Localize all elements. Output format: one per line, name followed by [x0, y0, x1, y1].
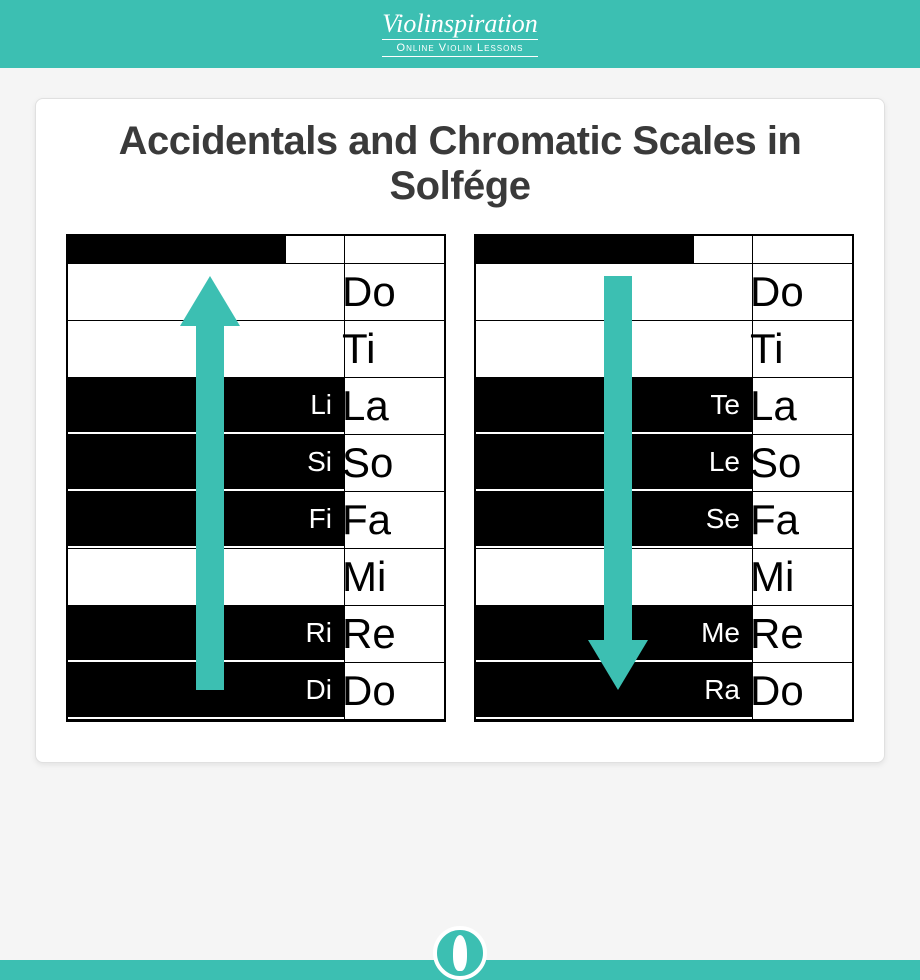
header-bar: Violinspiration Online Violin Lessons	[0, 0, 920, 68]
keyboard-row: Ti	[476, 321, 852, 378]
right-keyboard-container: DoTiTeLaLeSoSeFaMiMeReRaDo	[474, 234, 854, 722]
left-keyboard-container: DoTiLiLaSiSoFiFaMiRiReDiDo	[66, 234, 446, 722]
keyboard-row: LeSo	[476, 435, 852, 492]
keyboard-row: MeRe	[476, 606, 852, 663]
white-key-label: La	[324, 378, 444, 434]
keyboard-row: RaDo	[476, 663, 852, 720]
keyboard-row: Do	[476, 264, 852, 321]
footer-violin-icon	[433, 926, 487, 980]
white-key-label: Fa	[732, 492, 852, 548]
logo: Violinspiration Online Violin Lessons	[382, 11, 538, 57]
white-key-label: Do	[732, 264, 852, 320]
left-keyboard: DoTiLiLaSiSoFiFaMiRiReDiDo	[66, 234, 446, 722]
keyboard-row	[68, 236, 444, 264]
keyboard-row: FiFa	[68, 492, 444, 549]
keyboard-row: Mi	[476, 549, 852, 606]
keyboard-row: DiDo	[68, 663, 444, 720]
white-key-label: So	[732, 435, 852, 491]
white-key-label: Do	[324, 264, 444, 320]
white-key-label: Ti	[732, 321, 852, 377]
main-card: Accidentals and Chromatic Scales in Solf…	[35, 98, 885, 763]
violin-icon	[453, 935, 467, 971]
white-key-label: Mi	[324, 549, 444, 605]
keyboard-row: LiLa	[68, 378, 444, 435]
keyboard-row	[476, 236, 852, 264]
white-key-label: Ti	[324, 321, 444, 377]
white-key-label: Do	[732, 663, 852, 719]
keyboard-row: Do	[68, 264, 444, 321]
diagrams-container: DoTiLiLaSiSoFiFaMiRiReDiDo DoTiTeLaLeSoS…	[66, 234, 854, 722]
keyboard-row: SiSo	[68, 435, 444, 492]
black-key-top	[476, 236, 694, 263]
white-key-label: So	[324, 435, 444, 491]
white-key-label: Re	[732, 606, 852, 662]
keyboard-row: Mi	[68, 549, 444, 606]
white-key-label: Re	[324, 606, 444, 662]
white-key-label: Mi	[732, 549, 852, 605]
black-key-top	[68, 236, 286, 263]
keyboard-row: SeFa	[476, 492, 852, 549]
white-key-label: Do	[324, 663, 444, 719]
logo-title: Violinspiration	[382, 11, 538, 37]
keyboard-row: TeLa	[476, 378, 852, 435]
page-title: Accidentals and Chromatic Scales in Solf…	[66, 119, 854, 209]
keyboard-row: RiRe	[68, 606, 444, 663]
keyboard-row: Ti	[68, 321, 444, 378]
logo-subtitle: Online Violin Lessons	[382, 39, 538, 57]
white-key-label: Fa	[324, 492, 444, 548]
right-keyboard: DoTiTeLaLeSoSeFaMiMeReRaDo	[474, 234, 854, 722]
white-key-label: La	[732, 378, 852, 434]
